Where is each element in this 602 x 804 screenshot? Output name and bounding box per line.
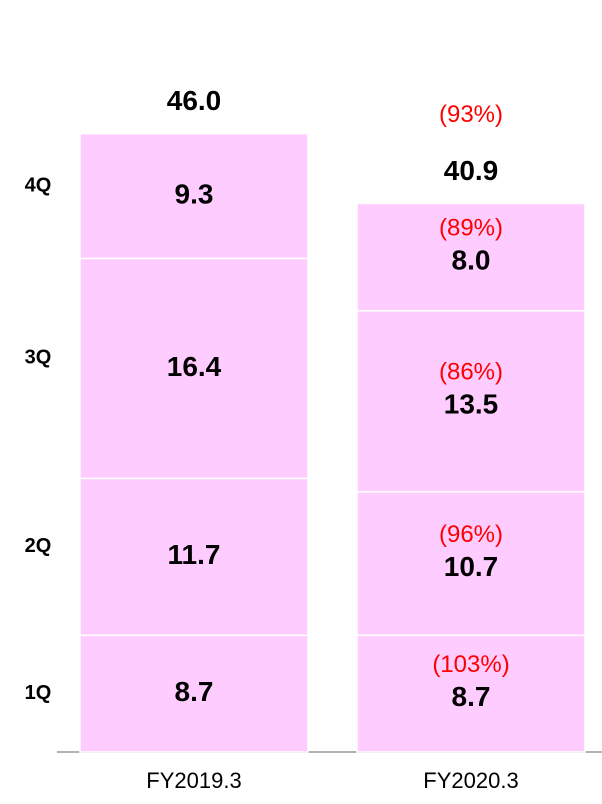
value-label: 8.0 — [452, 244, 491, 275]
bar-segment — [356, 634, 586, 753]
yoy-label: (103%) — [432, 651, 509, 678]
series-label: 4Q — [25, 174, 52, 196]
total-label: 40.9 — [444, 155, 499, 186]
bar-segment — [356, 491, 586, 637]
value-label: 8.7 — [452, 681, 491, 712]
value-label: 8.7 — [175, 676, 214, 707]
value-label: 10.7 — [444, 551, 499, 582]
series-label: 3Q — [25, 347, 52, 369]
yoy-label: (96%) — [439, 521, 503, 548]
value-label: 11.7 — [168, 539, 221, 570]
x-tick-label: FY2020.3 — [423, 768, 518, 793]
bar-segment — [79, 477, 309, 637]
total-label: 46.0 — [167, 85, 222, 116]
bar-segment — [356, 202, 586, 312]
bar-segment — [79, 132, 309, 260]
series-label: 1Q — [25, 682, 52, 704]
total-yoy-label: (93%) — [439, 101, 503, 128]
yoy-label: (86%) — [439, 359, 503, 386]
bar-segment — [79, 634, 309, 753]
bar-segment — [356, 309, 586, 493]
value-label: 9.3 — [175, 178, 214, 209]
yoy-label: (89%) — [439, 214, 503, 241]
x-tick-label: FY2019.3 — [146, 768, 241, 793]
value-label: 16.4 — [167, 351, 222, 382]
bar-segment — [79, 257, 309, 480]
series-label: 2Q — [25, 535, 52, 557]
value-label: 13.5 — [444, 389, 499, 420]
